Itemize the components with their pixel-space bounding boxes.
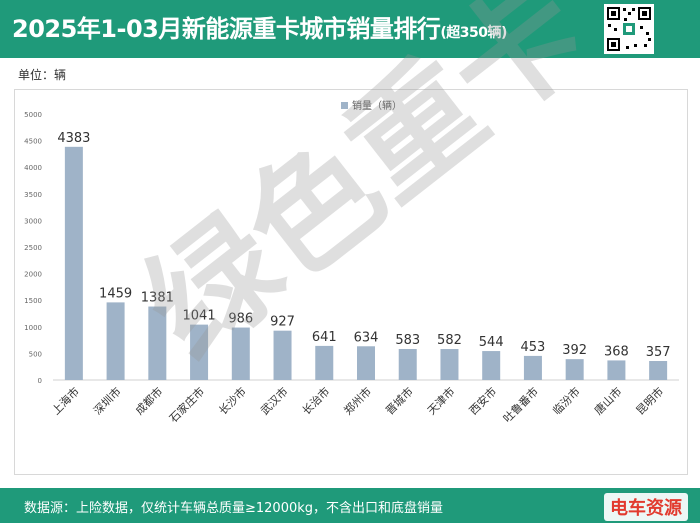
x-tick-label: 唐山市	[591, 384, 624, 417]
qr-code	[604, 4, 654, 54]
x-tick-label: 上海市	[49, 384, 82, 417]
y-tick-label: 1500	[24, 297, 42, 305]
y-tick-label: 2500	[24, 244, 42, 252]
y-tick-label: 0	[38, 377, 42, 385]
title-main: 2025年1-03月新能源重卡城市销量排行	[12, 15, 441, 43]
data-label: 392	[562, 343, 587, 358]
y-tick-label: 4000	[24, 164, 42, 172]
bar	[523, 355, 542, 380]
bar	[440, 349, 459, 380]
x-tick-label: 天津市	[424, 384, 457, 417]
y-tick-label: 1000	[24, 324, 42, 332]
data-source-note: 数据源：上险数据，仅统计车辆总质量≥12000kg，不含出口和底盘销量	[24, 501, 444, 516]
data-label: 4383	[57, 131, 90, 146]
bar	[273, 330, 292, 380]
data-label: 634	[354, 330, 379, 345]
header-bar: 2025年1-03月新能源重卡城市销量排行(超350辆)	[0, 0, 700, 58]
y-tick-label: 5000	[24, 111, 42, 119]
unit-label: 单位：辆	[18, 68, 67, 82]
bar	[482, 351, 501, 380]
legend-swatch	[341, 102, 348, 109]
footer-bar: 数据源：上险数据，仅统计车辆总质量≥12000kg，不含出口和底盘销量 电车资源	[0, 488, 700, 523]
x-tick-label: 西安市	[466, 384, 499, 417]
data-label: 453	[521, 340, 546, 355]
y-tick-label: 500	[29, 350, 42, 358]
x-tick-label: 吐鲁番市	[500, 384, 541, 425]
data-label: 583	[395, 333, 420, 348]
bar	[607, 360, 626, 380]
bar	[231, 327, 250, 380]
x-tick-label: 临汾市	[550, 384, 583, 417]
data-label: 1459	[99, 286, 132, 301]
x-tick-label: 石家庄市	[166, 384, 207, 425]
data-label: 641	[312, 330, 337, 345]
data-label: 927	[270, 315, 295, 330]
bar	[398, 348, 417, 380]
y-tick-label: 3500	[24, 191, 42, 199]
x-tick-label: 武汉市	[257, 384, 290, 417]
bar	[106, 302, 125, 380]
data-label: 582	[437, 333, 462, 348]
data-label: 357	[646, 345, 671, 360]
x-tick-label: 长治市	[299, 384, 332, 417]
data-label: 368	[604, 344, 629, 359]
bar	[315, 345, 334, 380]
data-label: 1381	[141, 291, 174, 306]
bar-chart: 销量（辆） 0 500 1000 1500 2000 2500 3000 3500 4000 450…	[24, 99, 679, 425]
bar	[649, 361, 668, 380]
bar	[565, 359, 584, 380]
y-tick-label: 4500	[24, 138, 42, 146]
x-tick-label: 郑州市	[341, 384, 374, 417]
x-tick-label: 昆明市	[633, 384, 666, 417]
legend-label: 销量（辆）	[352, 99, 402, 112]
data-label: 1041	[183, 309, 216, 324]
y-tick-label: 3000	[24, 217, 42, 225]
page-title: 2025年1-03月新能源重卡城市销量排行(超350辆)	[12, 9, 507, 44]
title-suffix: (超350辆)	[440, 25, 507, 41]
bar	[357, 346, 375, 380]
brand-logo: 电车资源	[604, 493, 688, 521]
data-label: 986	[228, 312, 253, 327]
bar	[190, 324, 209, 380]
chart-frame: 销量（辆） 0 500 1000 1500 2000 2500 3000 3500 4000 450…	[14, 89, 688, 475]
data-label: 544	[479, 335, 504, 350]
bar	[64, 146, 83, 380]
x-tick-label: 成都市	[132, 384, 165, 417]
bar	[148, 306, 167, 380]
x-tick-label: 深圳市	[90, 384, 123, 417]
x-tick-label: 长沙市	[216, 384, 249, 417]
qr-code-icon	[607, 7, 651, 51]
y-tick-label: 2000	[24, 271, 42, 279]
x-tick-label: 晋城市	[383, 384, 416, 417]
